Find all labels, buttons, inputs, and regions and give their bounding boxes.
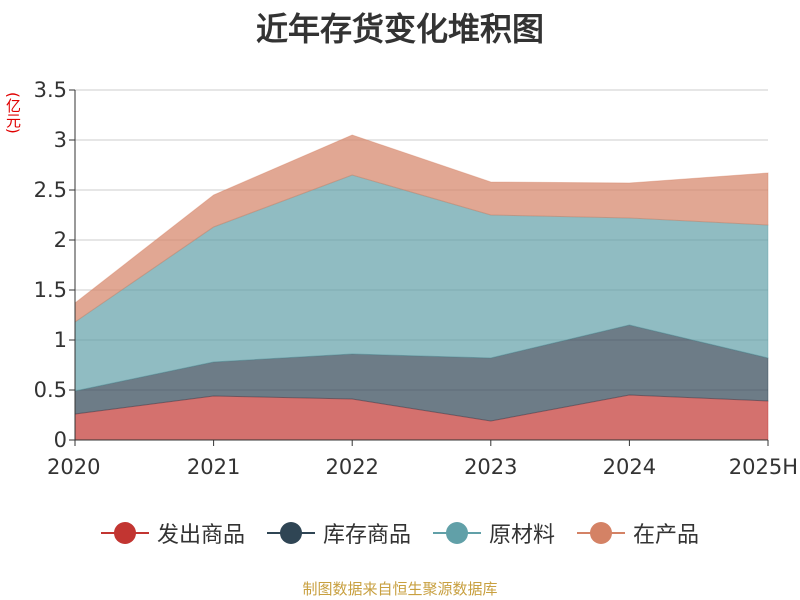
y-tick-label: 0 [54, 428, 67, 452]
legend-dot-4 [590, 522, 613, 544]
x-tick-label: 2023 [464, 455, 517, 479]
legend: 发出商品 库存商品 原材料 在产品 [0, 516, 800, 550]
legend-swatch-icon [266, 516, 315, 550]
legend-label: 发出商品 [156, 523, 245, 548]
x-tick-label: 2020 [47, 455, 100, 479]
legend-dot-3 [446, 522, 468, 544]
legend-label: 库存商品 [322, 523, 411, 548]
legend-item-4[interactable]: 在产品 [577, 516, 699, 550]
tick-labels: 0 0.5 1 1.5 2 2.5 3 3.5 2020 2021 2022 2023 2024 2025… [34, 78, 798, 479]
y-tick-label: 0.5 [34, 378, 67, 402]
x-tick-label: 2025H [729, 455, 798, 479]
x-tick-label: 2024 [603, 455, 656, 479]
legend-item-2[interactable]: 库存商品 [266, 516, 411, 550]
y-tick-label: 3 [54, 128, 67, 152]
area-series [74, 134, 769, 441]
axes [69, 89, 769, 446]
y-tick-label: 2.5 [34, 178, 67, 202]
y-tick-label: 2 [54, 228, 67, 252]
y-tick-label: 3.5 [34, 78, 67, 102]
x-tick-label: 2021 [187, 455, 240, 479]
source-note: 制图数据来自恒生聚源数据库 [302, 580, 498, 598]
legend-dot-1 [113, 522, 136, 544]
x-tick-label: 2022 [325, 455, 378, 479]
legend-item-1[interactable]: 发出商品 [100, 516, 245, 550]
legend-swatch-icon [100, 516, 149, 550]
y-tick-label: 1 [54, 328, 67, 352]
area-series-4 [74, 134, 769, 323]
legend-label: 原材料 [489, 523, 556, 548]
chart-title: 近年存货变化堆积图 [255, 10, 544, 48]
legend-dot-2 [279, 522, 302, 544]
legend-item-3[interactable]: 原材料 [433, 516, 555, 550]
legend-swatch-icon [433, 516, 481, 550]
y-axis-unit-label: (亿元) [4, 92, 22, 134]
legend-swatch-icon [577, 516, 626, 550]
legend-label: 在产品 [633, 523, 700, 548]
y-tick-label: 1.5 [34, 278, 67, 302]
